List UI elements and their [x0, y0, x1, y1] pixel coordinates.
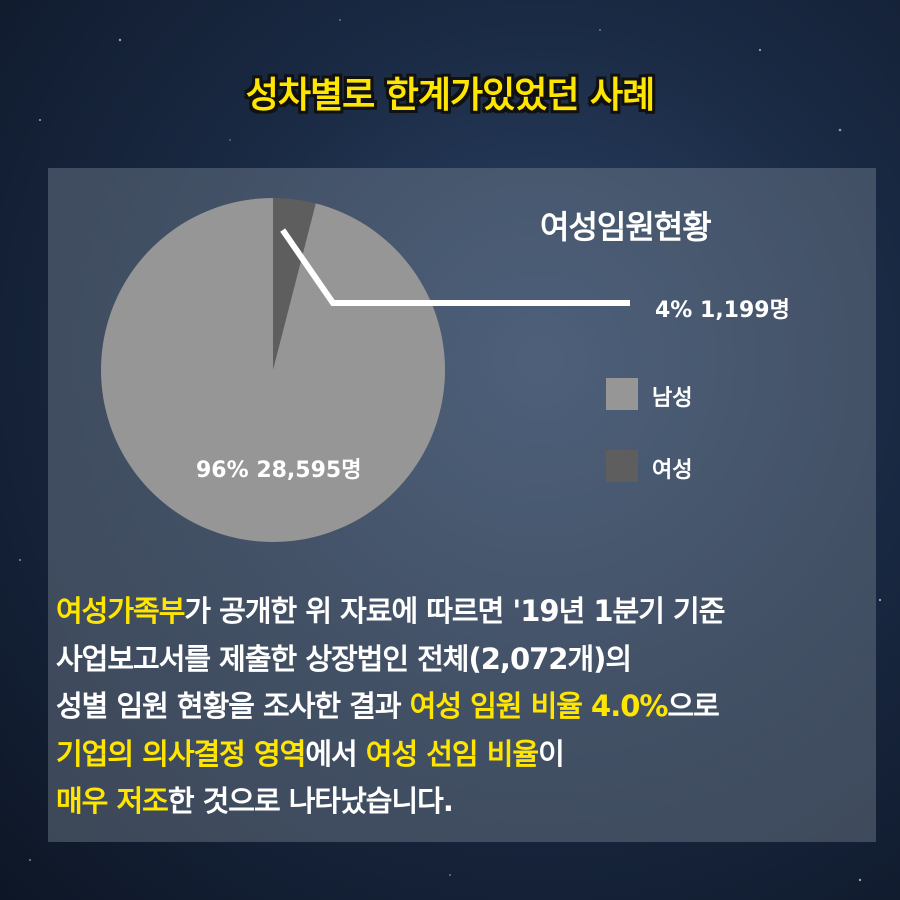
legend-label-female: 여성 — [652, 458, 693, 483]
description-line: 기업의 의사결정 영역에서 여성 선임 비율이 — [56, 731, 866, 779]
female-callout-line — [280, 228, 630, 306]
highlighted-text: 여성 선임 비율 — [365, 736, 539, 771]
description-text: 성별 임원 현황을 조사한 결과 — [56, 689, 410, 723]
description-line: 성별 임원 현황을 조사한 결과 여성 임원 비율 4.0%으로 — [56, 683, 866, 731]
male-slice-data-label: 96% 28,595명 — [196, 458, 362, 483]
legend-swatch-female — [606, 450, 638, 482]
description-text: 한 것으로 나타났습니다. — [167, 784, 454, 818]
legend-swatch-male — [606, 378, 638, 410]
pie-slice-male — [100, 198, 445, 542]
description-text: 이 — [538, 736, 565, 771]
chart-title: 여성임원현황 — [540, 208, 712, 246]
description-text: 가 공개한 위 자료에 따르면 '19년 1분기 기준 — [184, 594, 725, 628]
highlighted-text: 여성 임원 비율 4.0% — [409, 689, 669, 723]
description-text: 에서 — [305, 736, 366, 771]
page-title: 성차별로 한계가있었던 사례 — [245, 75, 656, 116]
highlighted-text: 매우 저조 — [56, 784, 169, 818]
description-line: 사업보고서를 제출한 상장법인 전체(2,072개)의 — [56, 636, 866, 684]
pie-slice-female — [273, 198, 316, 370]
description-line: 매우 저조한 것으로 나타났습니다. — [56, 778, 866, 826]
female-slice-data-label: 4% 1,199명 — [655, 298, 790, 323]
description-line: 여성가족부가 공개한 위 자료에 따르면 '19년 1분기 기준 — [56, 588, 866, 636]
legend-label-male: 남성 — [652, 386, 693, 411]
highlighted-text: 여성가족부 — [56, 594, 185, 628]
description-text: 으로 — [667, 689, 719, 723]
description-text: 사업보고서를 제출한 상장법인 전체(2,072개)의 — [56, 641, 632, 676]
highlighted-text: 기업의 의사결정 영역 — [56, 736, 306, 771]
